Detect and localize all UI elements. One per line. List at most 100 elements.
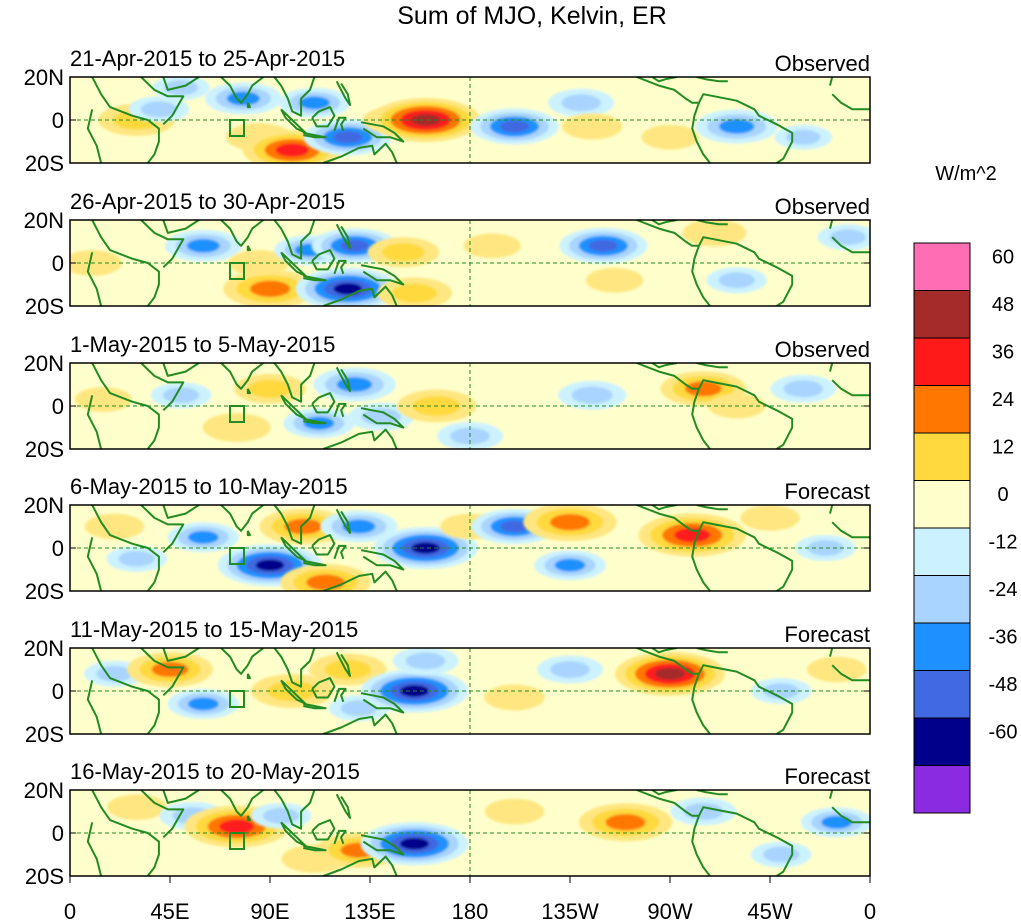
coastline — [360, 834, 405, 856]
coastline — [636, 648, 699, 675]
lon-label: 45W — [747, 899, 792, 921]
anomaly-blob — [106, 794, 167, 820]
colorbar-label: 48 — [992, 294, 1014, 316]
colorbar-bin — [913, 622, 971, 671]
coastline — [651, 790, 677, 796]
coastline — [335, 651, 351, 677]
lat-label: 20S — [25, 151, 64, 176]
coastline — [696, 220, 728, 226]
coastline — [691, 815, 711, 876]
lat-label: 20N — [24, 493, 64, 518]
coastline — [140, 790, 185, 839]
region-box — [229, 262, 245, 280]
anomaly-blob — [234, 373, 306, 404]
coastline — [831, 806, 870, 824]
coastline — [303, 844, 327, 852]
panel-date-range: 21-Apr-2015 to 25-Apr-2015 — [70, 46, 345, 71]
anomaly-blob — [534, 550, 606, 581]
colorbar-bin — [913, 337, 971, 386]
coastline — [360, 692, 405, 714]
coastline — [831, 93, 870, 111]
anomaly-contour — [585, 267, 644, 293]
coastline — [322, 570, 398, 591]
anomaly-contour — [306, 574, 345, 591]
anomaly-contour — [641, 124, 699, 150]
coastline — [651, 505, 677, 511]
coastline — [691, 388, 711, 449]
anomaly-contour — [783, 380, 824, 398]
coastline — [322, 855, 398, 876]
colorbar-bin — [913, 670, 971, 719]
colorbar-bin — [913, 432, 971, 481]
lon-label: 90E — [250, 899, 289, 921]
anomaly-blob — [682, 220, 747, 247]
anomaly-blob — [561, 113, 623, 140]
anomaly-blob — [373, 527, 478, 569]
region-box — [229, 832, 245, 850]
anomaly-contour — [718, 119, 755, 134]
colorbar-label: -48 — [989, 674, 1018, 696]
coastline — [303, 274, 327, 282]
coastline — [333, 687, 347, 703]
coastline — [691, 673, 711, 734]
coastline — [246, 815, 251, 822]
anomaly-blob — [548, 88, 615, 117]
anomaly-blob — [202, 413, 271, 442]
coastline — [273, 77, 316, 117]
coastline — [636, 505, 699, 532]
panel-date-range: 16-May-2015 to 20-May-2015 — [70, 759, 360, 784]
anomaly-blob — [740, 505, 800, 531]
lon-label: 0 — [864, 899, 876, 921]
lat-label: 0 — [52, 536, 64, 561]
coastline — [335, 223, 351, 249]
anomaly-field — [74, 367, 837, 449]
region-box — [229, 547, 245, 565]
anomaly-blob — [706, 267, 767, 294]
coastline — [220, 363, 264, 390]
anomaly-contour — [340, 700, 378, 716]
anomaly-contour — [248, 379, 292, 398]
map-panel: 20N 0 20S 11-May-2015 to 15-May-2015 Forecas… — [24, 617, 871, 747]
anomaly-contour — [549, 514, 591, 531]
anomaly-field — [106, 794, 870, 873]
anomaly-blob — [638, 513, 747, 557]
colorbar-label: -12 — [989, 532, 1018, 554]
coastline — [651, 648, 677, 654]
coastline — [696, 363, 728, 369]
coastline — [303, 131, 327, 139]
coastline — [273, 363, 316, 403]
anomaly-contour — [561, 113, 623, 140]
coastline — [303, 559, 327, 567]
colorbar-label: -24 — [989, 579, 1018, 601]
anomaly-contour — [762, 846, 800, 863]
coastline — [220, 505, 264, 532]
anomaly-contour — [786, 129, 821, 145]
coastline — [311, 392, 336, 414]
coastline — [696, 790, 728, 796]
coastlines — [86, 363, 870, 449]
anomaly-contour — [84, 513, 145, 540]
lat-label: 20S — [25, 579, 64, 604]
coastline — [246, 388, 251, 395]
coastline — [696, 648, 728, 654]
coastline — [322, 285, 398, 306]
panel-status: Observed — [775, 51, 870, 76]
coastline — [698, 806, 794, 876]
coastline — [333, 544, 347, 560]
coastline — [140, 505, 185, 554]
coastline — [698, 664, 794, 734]
coastline — [333, 259, 347, 275]
anomaly-blob — [770, 374, 837, 403]
anomaly-contour — [275, 143, 309, 157]
coastline — [86, 252, 103, 306]
coastline — [829, 220, 834, 229]
colorbar-label: 12 — [992, 437, 1014, 459]
coastline — [273, 790, 316, 830]
lat-label: 20N — [24, 351, 64, 376]
anomaly-blob — [559, 227, 648, 264]
anomaly-contour — [605, 814, 646, 831]
panel-date-range: 11-May-2015 to 15-May-2015 — [70, 617, 358, 642]
anomaly-blob — [578, 803, 673, 842]
anomaly-blob — [463, 233, 521, 259]
